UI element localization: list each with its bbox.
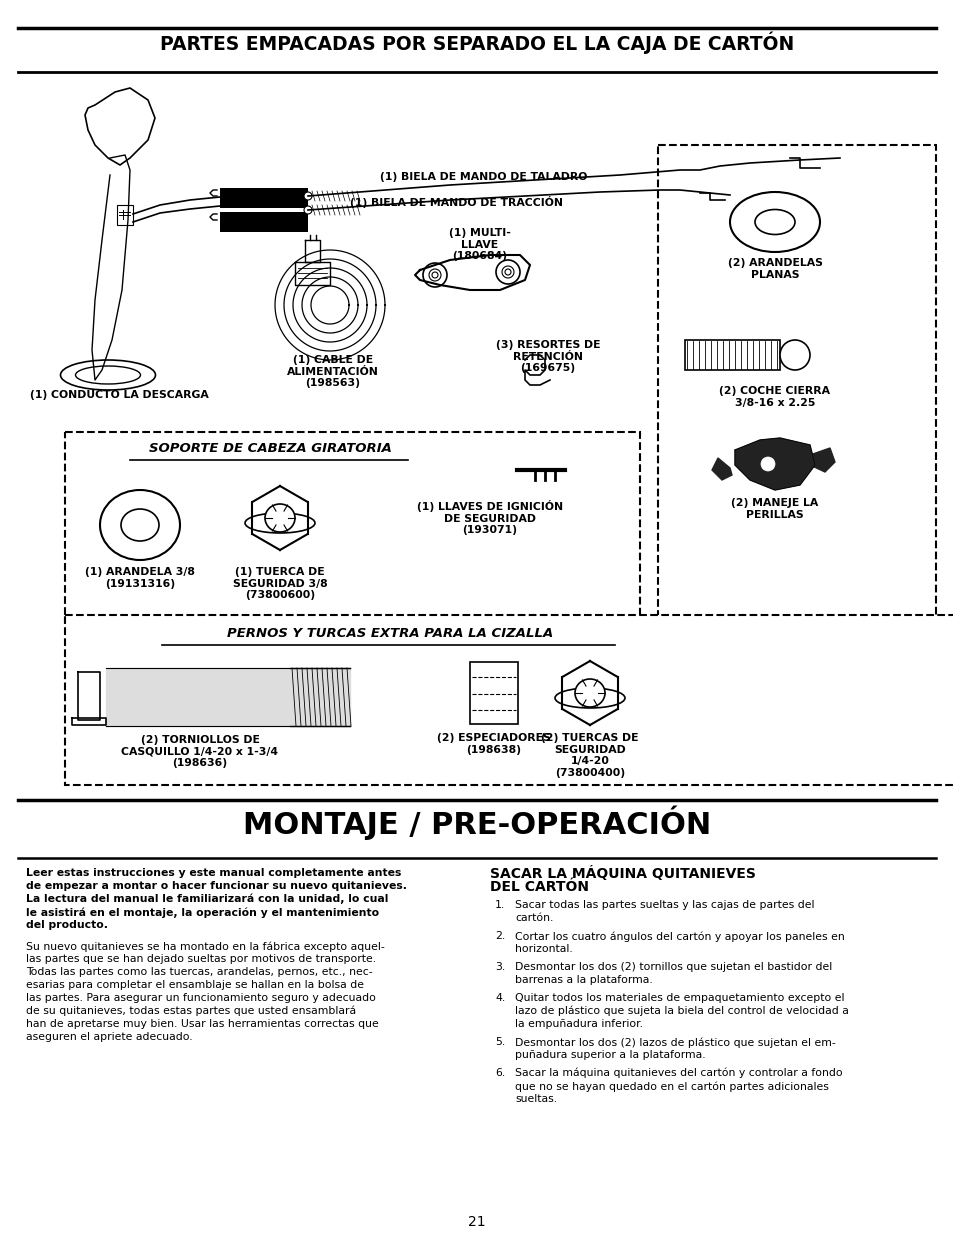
Text: cartón.: cartón. xyxy=(515,913,553,923)
Text: La lectura del manual le familiarizará con la unidad, lo cual: La lectura del manual le familiarizará c… xyxy=(26,894,388,904)
Text: 6.: 6. xyxy=(495,1068,505,1078)
Text: Desmontar los dos (2) lazos de plástico que sujetan el em-: Desmontar los dos (2) lazos de plástico … xyxy=(515,1037,835,1047)
Text: las partes. Para asegurar un funcionamiento seguro y adecuado: las partes. Para asegurar un funcionamie… xyxy=(26,993,375,1003)
Text: Todas las partes como las tuercas, arandelas, pernos, etc., nec-: Todas las partes como las tuercas, arand… xyxy=(26,967,373,977)
Text: de empezar a montar o hacer funcionar su nuevo quitanieves.: de empezar a montar o hacer funcionar su… xyxy=(26,881,407,890)
Text: esarias para completar el ensamblaje se hallan en la bolsa de: esarias para completar el ensamblaje se … xyxy=(26,981,364,990)
Text: de su quitanieves, todas estas partes que usted ensamblará: de su quitanieves, todas estas partes qu… xyxy=(26,1007,355,1016)
Text: Su nuevo quitanieves se ha montado en la fábrica excepto aquel-: Su nuevo quitanieves se ha montado en la… xyxy=(26,941,384,951)
Polygon shape xyxy=(734,438,814,490)
Text: SOPORTE DE CABEZA GIRATORIA: SOPORTE DE CABEZA GIRATORIA xyxy=(149,442,391,454)
Bar xyxy=(470,662,517,724)
Bar xyxy=(65,432,639,622)
Text: (2) ESPECIADORES
(198638): (2) ESPECIADORES (198638) xyxy=(436,734,550,755)
Polygon shape xyxy=(711,458,731,480)
Circle shape xyxy=(304,206,312,214)
Circle shape xyxy=(760,457,774,471)
Text: (2) TORNIOLLOS DE
CASQUILLO 1/4-20 x 1-3/4
(198636): (2) TORNIOLLOS DE CASQUILLO 1/4-20 x 1-3… xyxy=(121,735,278,768)
Text: 4.: 4. xyxy=(495,993,505,1003)
Bar xyxy=(65,615,953,785)
Polygon shape xyxy=(85,88,154,165)
Bar xyxy=(220,188,308,207)
Ellipse shape xyxy=(100,490,180,559)
Text: (2) TUERCAS DE
SEGURIDAD
1/4-20
(73800400): (2) TUERCAS DE SEGURIDAD 1/4-20 (7380040… xyxy=(540,734,639,778)
Circle shape xyxy=(501,266,514,278)
Circle shape xyxy=(432,272,437,278)
Text: PERNOS Y TURCAS EXTRA PARA LA CIZALLA: PERNOS Y TURCAS EXTRA PARA LA CIZALLA xyxy=(227,627,553,640)
Text: Cortar los cuatro ángulos del cartón y apoyar los paneles en: Cortar los cuatro ángulos del cartón y a… xyxy=(515,931,843,941)
Text: PARTES EMPACADAS POR SEPARADO EL LA CAJA DE CARTÓN: PARTES EMPACADAS POR SEPARADO EL LA CAJA… xyxy=(160,32,793,54)
Ellipse shape xyxy=(75,366,140,384)
Circle shape xyxy=(429,269,440,282)
Bar xyxy=(684,340,780,370)
Bar xyxy=(658,144,935,650)
Bar xyxy=(117,205,132,225)
Text: la empuñadura inferior.: la empuñadura inferior. xyxy=(515,1019,642,1029)
Text: aseguren el apriete adecuado.: aseguren el apriete adecuado. xyxy=(26,1032,193,1042)
Text: (1) CONDUCTO LA DESCARGA: (1) CONDUCTO LA DESCARGA xyxy=(30,390,209,400)
Ellipse shape xyxy=(780,340,809,370)
Text: (1) LLAVES DE IGNICIÓN
DE SEGURIDAD
(193071): (1) LLAVES DE IGNICIÓN DE SEGURIDAD (193… xyxy=(416,500,562,535)
Text: MONTAJE / PRE-OPERACIÓN: MONTAJE / PRE-OPERACIÓN xyxy=(243,806,710,841)
Text: las partes que se han dejado sueltas por motivos de transporte.: las partes que se han dejado sueltas por… xyxy=(26,953,375,965)
Text: del producto.: del producto. xyxy=(26,920,108,930)
Ellipse shape xyxy=(555,688,624,708)
Text: DEL CARTÓN: DEL CARTÓN xyxy=(490,881,588,894)
Circle shape xyxy=(304,191,312,200)
Circle shape xyxy=(473,448,517,492)
Text: han de apretarse muy bien. Usar las herramientas correctas que: han de apretarse muy bien. Usar las herr… xyxy=(26,1019,378,1029)
Text: puñadura superior a la plataforma.: puñadura superior a la plataforma. xyxy=(515,1050,705,1060)
Circle shape xyxy=(504,269,511,275)
Text: barrenas a la plataforma.: barrenas a la plataforma. xyxy=(515,974,652,986)
Text: lazo de plástico que sujeta la biela del control de velocidad a: lazo de plástico que sujeta la biela del… xyxy=(515,1007,848,1016)
Text: (1) ARANDELA 3/8
(19131316): (1) ARANDELA 3/8 (19131316) xyxy=(85,567,194,589)
Ellipse shape xyxy=(245,513,314,534)
Text: horizontal.: horizontal. xyxy=(515,944,572,953)
Text: Quitar todos los materiales de empaquetamiento excepto el: Quitar todos los materiales de empaqueta… xyxy=(515,993,843,1003)
Circle shape xyxy=(422,263,447,287)
Text: (1) CABLE DE
ALIMENTACIÓN
(198563): (1) CABLE DE ALIMENTACIÓN (198563) xyxy=(287,354,378,388)
Text: (2) COCHE CIERRA
3/8-16 x 2.25: (2) COCHE CIERRA 3/8-16 x 2.25 xyxy=(719,387,830,408)
Ellipse shape xyxy=(121,509,159,541)
Text: Leer estas instrucciones y este manual completamente antes: Leer estas instrucciones y este manual c… xyxy=(26,868,401,878)
Text: (1) BIELA DE MANDO DE TRACCIÓN: (1) BIELA DE MANDO DE TRACCIÓN xyxy=(350,196,562,207)
Text: (3) RESORTES DE
RETENCIÓN
(169675): (3) RESORTES DE RETENCIÓN (169675) xyxy=(496,340,599,373)
Text: 2.: 2. xyxy=(495,931,505,941)
Text: 1.: 1. xyxy=(495,900,505,910)
Bar xyxy=(220,212,308,232)
Ellipse shape xyxy=(754,210,794,235)
Text: (2) MANEJE LA
PERILLAS: (2) MANEJE LA PERILLAS xyxy=(731,498,818,520)
Text: Sacar la máquina quitanieves del cartón y controlar a fondo: Sacar la máquina quitanieves del cartón … xyxy=(515,1068,841,1078)
Text: Sacar todas las partes sueltas y las cajas de partes del: Sacar todas las partes sueltas y las caj… xyxy=(515,900,814,910)
Text: SACAR LA MÁQUINA QUITANIEVES: SACAR LA MÁQUINA QUITANIEVES xyxy=(490,866,755,881)
Text: (1) BIELA DE MANDO DE TALADRO: (1) BIELA DE MANDO DE TALADRO xyxy=(379,172,587,182)
Text: Desmontar los dos (2) tornillos que sujetan el bastidor del: Desmontar los dos (2) tornillos que suje… xyxy=(515,962,831,972)
Ellipse shape xyxy=(575,679,604,706)
Text: sueltas.: sueltas. xyxy=(515,1094,557,1104)
Text: (1) MULTI-
LLAVE
(180684): (1) MULTI- LLAVE (180684) xyxy=(449,228,511,261)
Text: (1) TUERCA DE
SEGURIDAD 3/8
(73800600): (1) TUERCA DE SEGURIDAD 3/8 (73800600) xyxy=(233,567,327,600)
Text: 21: 21 xyxy=(468,1215,485,1229)
Text: le asistirá en el montaje, la operación y el mantenimiento: le asistirá en el montaje, la operación … xyxy=(26,906,378,918)
Text: 3.: 3. xyxy=(495,962,505,972)
Ellipse shape xyxy=(265,504,294,532)
Circle shape xyxy=(496,261,519,284)
Text: que no se hayan quedado en el cartón partes adicionales: que no se hayan quedado en el cartón par… xyxy=(515,1081,828,1092)
Circle shape xyxy=(484,459,504,480)
Ellipse shape xyxy=(60,359,155,390)
Ellipse shape xyxy=(729,191,820,252)
Text: (2) ARANDELAS
PLANAS: (2) ARANDELAS PLANAS xyxy=(727,258,821,279)
Polygon shape xyxy=(809,448,834,472)
Text: 5.: 5. xyxy=(495,1037,505,1047)
